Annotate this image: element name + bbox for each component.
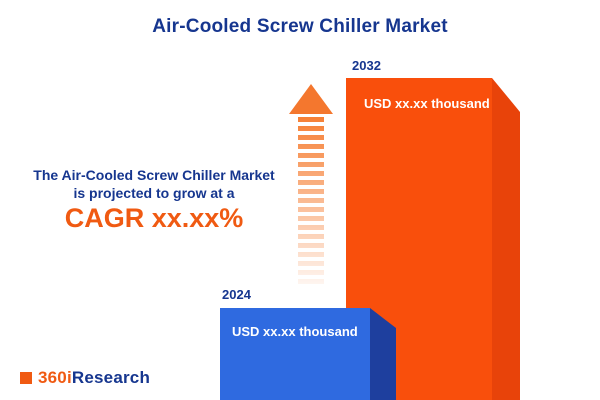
bar-2032-value-label: USD xx.xx thousand <box>364 96 490 111</box>
logo-suffix: Research <box>71 368 151 387</box>
growth-description-line2: is projected to grow at a <box>73 185 235 202</box>
growth-arrow-icon <box>289 84 333 286</box>
logo-prefix: 360i <box>38 368 72 387</box>
arrow-head-icon <box>289 84 333 114</box>
arrow-dashed-shaft-icon <box>298 117 324 285</box>
cagr-value: CAGR xx.xx% <box>64 203 244 233</box>
page-title: Air-Cooled Screw Chiller Market <box>152 16 448 37</box>
growth-description: The Air-Cooled Screw Chiller Market is p… <box>8 166 300 202</box>
bar-2032-side-face <box>492 78 520 400</box>
company-logo: 360iResearch <box>20 368 150 388</box>
bar-2024-year-label: 2024 <box>222 287 251 302</box>
growth-description-line1: The Air-Cooled Screw Chiller Market <box>33 167 275 183</box>
bar-2024 <box>220 308 370 400</box>
logo-text: 360iResearch <box>38 368 150 388</box>
bar-2032-year-label: 2032 <box>352 58 381 73</box>
logo-square-icon <box>20 372 32 384</box>
bar-2024-value-label: USD xx.xx thousand <box>232 324 358 339</box>
